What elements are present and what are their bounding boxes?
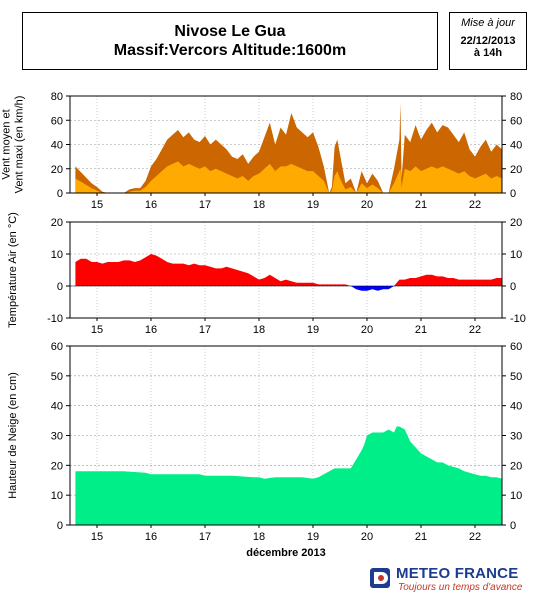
x-tick-label: 20 xyxy=(361,324,373,336)
x-tick-label: 17 xyxy=(199,199,211,211)
x-tick-label: 18 xyxy=(253,324,265,336)
x-tick-label: 19 xyxy=(307,199,319,211)
y-tick-label-left: 80 xyxy=(51,91,63,103)
y-tick-label-left: 50 xyxy=(51,371,63,383)
station-title: Nivose Le Gua xyxy=(174,23,286,40)
y-tick-label-left: 40 xyxy=(51,140,63,152)
y-tick-label-left: 10 xyxy=(51,490,63,502)
x-axis-title: décembre 2013 xyxy=(246,547,326,559)
y-tick-label-right: 40 xyxy=(510,140,522,152)
y-tick-label-right: 10 xyxy=(510,249,522,261)
y-tick-label-left: 60 xyxy=(51,115,63,127)
y-tick-label-right: 10 xyxy=(510,490,522,502)
wind-panel: 0 0 20 20 40 40 60 60 80 80 15 16 17 18 19 20 21 22 Vent m… xyxy=(1,91,523,211)
y-tick-label-left: 20 xyxy=(51,460,63,472)
y-axis-title: Vent maxi (en km/h) xyxy=(14,96,26,194)
y-axis-title: Vent moyen et xyxy=(1,109,13,179)
update-box: Mise à jour 22/12/2013 à 14h xyxy=(449,12,527,70)
temperature-panel: -10 -10 0 0 10 10 20 20 15 16 17 18 19 20 21 22 Températ… xyxy=(7,212,526,336)
y-tick-label-left: 60 xyxy=(51,341,63,353)
y-tick-label-right: 20 xyxy=(510,217,522,229)
meteo-france-logo: METEO FRANCE Toujours un temps d'avance xyxy=(368,564,536,594)
y-tick-label-left: 20 xyxy=(51,164,63,176)
y-tick-label-right: 20 xyxy=(510,460,522,472)
y-tick-label-left: 0 xyxy=(57,188,63,200)
x-tick-label: 16 xyxy=(145,531,157,543)
x-tick-label: 21 xyxy=(415,531,427,543)
y-tick-label-left: 30 xyxy=(51,431,63,443)
y-tick-label-right: 30 xyxy=(510,431,522,443)
y-tick-label-left: 40 xyxy=(51,401,63,413)
x-tick-label: 21 xyxy=(415,324,427,336)
update-time: à 14h xyxy=(473,47,503,59)
temperature-positive-area xyxy=(75,254,503,286)
x-tick-label: 15 xyxy=(91,199,103,211)
y-tick-label-right: 50 xyxy=(510,371,522,383)
y-tick-label-left: 0 xyxy=(57,520,63,532)
x-tick-label: 22 xyxy=(469,531,481,543)
temperature-negative-area xyxy=(75,286,503,291)
y-tick-label-left: 0 xyxy=(57,281,63,293)
y-tick-label-right: 40 xyxy=(510,401,522,413)
x-tick-label: 17 xyxy=(199,531,211,543)
snow-panel: 0 0 10 10 20 20 30 30 40 40 50 50 60 60 15 16 17 18 19 20 21… xyxy=(7,341,522,559)
x-tick-label: 17 xyxy=(199,324,211,336)
x-tick-label: 20 xyxy=(361,531,373,543)
y-tick-label-right: 0 xyxy=(510,188,516,200)
y-tick-label-left: -10 xyxy=(47,313,63,325)
y-tick-label-right: -10 xyxy=(510,313,526,325)
x-tick-label: 19 xyxy=(307,531,319,543)
y-tick-label-right: 60 xyxy=(510,341,522,353)
x-tick-label: 20 xyxy=(361,199,373,211)
x-tick-label: 19 xyxy=(307,324,319,336)
y-tick-label-left: 10 xyxy=(51,249,63,261)
update-date: 22/12/2013 xyxy=(460,35,516,47)
y-axis-title: Hauteur de Neige (en cm) xyxy=(7,372,19,499)
y-tick-label-right: 60 xyxy=(510,115,522,127)
y-tick-label-right: 0 xyxy=(510,520,516,532)
x-tick-label: 18 xyxy=(253,531,265,543)
y-tick-label-left: 20 xyxy=(51,217,63,229)
x-tick-label: 18 xyxy=(253,199,265,211)
meteo-france-logo-icon xyxy=(370,568,390,588)
mean-area xyxy=(75,161,503,193)
x-tick-label: 15 xyxy=(91,324,103,336)
y-tick-label-right: 20 xyxy=(510,164,522,176)
x-tick-label: 21 xyxy=(415,199,427,211)
snow_depth-area xyxy=(75,426,503,525)
y-axis-title: Température Air (en °C) xyxy=(7,212,19,328)
x-tick-label: 15 xyxy=(91,531,103,543)
x-tick-label: 16 xyxy=(145,324,157,336)
brand-slogan: Toujours un temps d'avance xyxy=(398,582,523,593)
y-tick-label-right: 80 xyxy=(510,91,522,103)
y-tick-label-right: 0 xyxy=(510,281,516,293)
station-subtitle: Massif:Vercors Altitude:1600m xyxy=(113,42,347,59)
x-tick-label: 22 xyxy=(469,324,481,336)
brand-name: METEO FRANCE xyxy=(396,565,519,582)
x-tick-label: 22 xyxy=(469,199,481,211)
x-tick-label: 16 xyxy=(145,199,157,211)
plot-frame xyxy=(69,221,503,319)
update-label: Mise à jour xyxy=(461,17,515,29)
title-box: Nivose Le Gua Massif:Vercors Altitude:16… xyxy=(22,12,438,70)
